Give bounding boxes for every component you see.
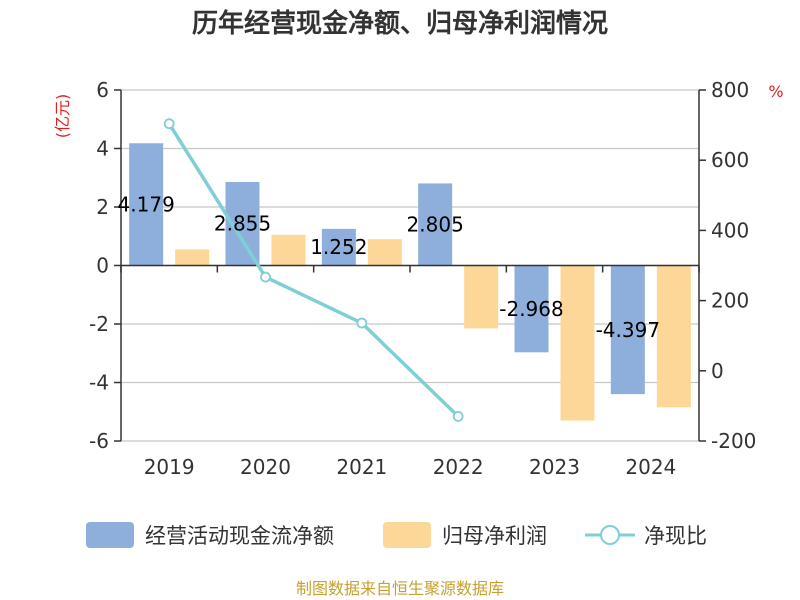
bars [129,143,691,421]
ratio-point-2019 [163,118,175,130]
ratio-point-2020 [260,271,271,283]
cashflow-label-2023: -2.968 [499,297,563,321]
left-tick-label: 0 [96,254,109,278]
cashflow-bar-2019 [129,143,164,266]
cashflow-label-2020: 2.855 [214,212,271,236]
x-tick-label-2019: 2019 [144,455,195,479]
left-tick-label: -6 [89,429,109,453]
cashflow-bar-2021 [321,228,356,266]
left-axis-unit: (亿元) [53,94,72,139]
right-axis-unit: % [768,82,783,101]
ratio-line [163,118,464,422]
right-tick-label: 800 [711,78,749,102]
profit-bar-2020 [271,234,306,266]
profit-bar-2023 [560,265,595,421]
ratio-polyline [167,122,460,418]
legend-swatch-1 [86,522,134,548]
left-tick-label: -2 [89,312,109,336]
profit-bar-2022 [464,265,499,329]
cashflow-label-2021: 1.252 [310,235,367,259]
right-axis-ticks: 800 600 400 200 0 -200 [711,78,756,453]
cashflow-bar-2022 [418,183,453,266]
right-tick-label: 400 [711,218,749,242]
legend-label-2: 归母净利润 [442,524,547,548]
cashflow-bar-2024 [610,265,645,395]
right-tick-label: 600 [711,148,749,172]
left-tick-label: -4 [89,371,109,395]
right-tick-label: 200 [711,289,749,313]
profit-bar-2019 [175,249,210,266]
right-tick-label: 0 [711,359,724,383]
left-tick-label: 4 [96,137,109,161]
left-axis-ticks: 6 4 2 0 -2 -4 -6 [89,78,109,453]
chart-title: 历年经营现金净额、归母净利润情况 [192,8,608,39]
x-tick-label-2020: 2020 [240,455,291,479]
profit-bar-2021 [367,239,402,266]
x-axis-ticks: 2019 2020 2021 2022 2023 2024 [144,455,677,479]
axes [114,89,706,442]
left-tick-label: 6 [96,78,109,102]
x-tick-label-2024: 2024 [625,455,676,479]
legend-line-marker [600,525,620,545]
right-tick-label: -200 [711,429,756,453]
legend-label-3: 净现比 [644,524,707,548]
x-tick-label-2023: 2023 [529,455,580,479]
profit-bar-2024 [656,265,691,408]
source-note: 制图数据来自恒生聚源数据库 [296,579,504,598]
cashflow-label-2019: 4.179 [118,192,175,216]
data-labels: 4.179 2.855 1.252 2.805 -2.968 -4.397 [118,192,661,341]
legend: 经营活动现金流净额 归母净利润 净现比 [86,522,707,548]
ratio-point-2021 [356,317,368,329]
cashflow-bar-2023 [514,265,549,353]
x-tick-label-2021: 2021 [336,455,387,479]
x-tick-label-2022: 2022 [433,455,484,479]
cashflow-label-2022: 2.805 [407,212,464,236]
ratio-point-2022 [452,411,464,422]
cashflow-label-2024: -4.397 [596,318,660,342]
legend-label-1: 经营活动现金流净额 [145,524,334,548]
left-tick-label: 2 [96,195,109,219]
legend-swatch-2 [383,522,431,548]
